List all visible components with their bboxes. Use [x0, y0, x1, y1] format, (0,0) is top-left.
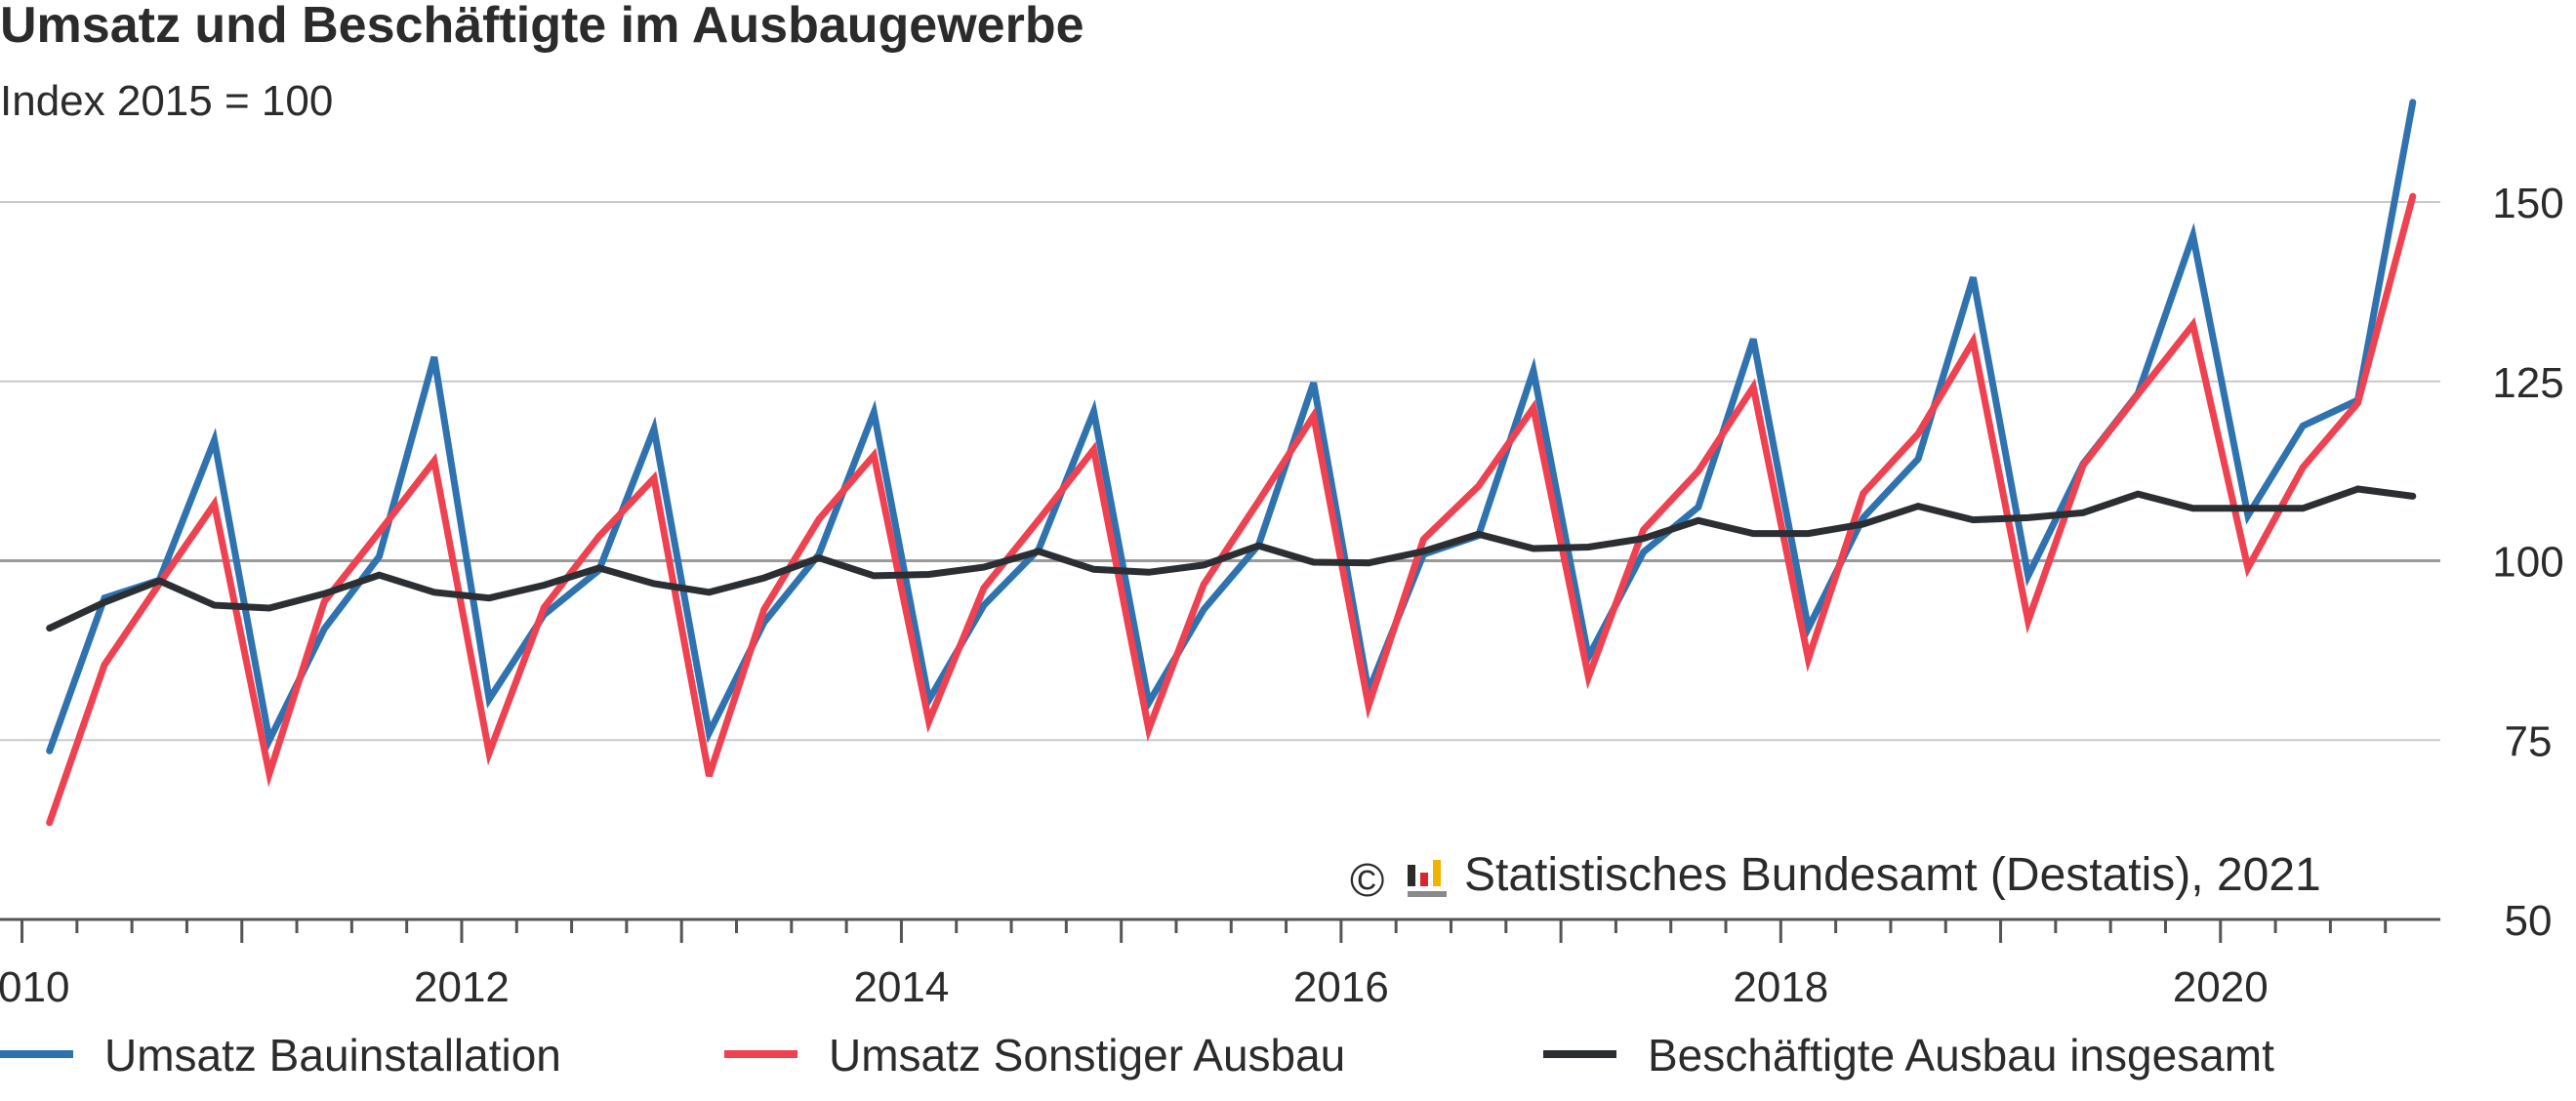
y-tick-label: 75 — [2505, 717, 2553, 765]
y-tick-label: 125 — [2492, 359, 2563, 407]
copyright-symbol: © — [1350, 855, 1384, 907]
chart-subtitle: Index 2015 = 100 — [0, 77, 333, 125]
chart-title: Umsatz und Beschäftigte im Ausbaugewerbe — [0, 0, 1084, 54]
x-tick-label: 2014 — [853, 963, 949, 1011]
legend-label: Beschäftigte Ausbau insgesamt — [1648, 1030, 2274, 1081]
y-tick-label: 150 — [2492, 180, 2563, 227]
y-tick-label: 50 — [2505, 897, 2553, 945]
x-tick-label: 2010 — [0, 963, 69, 1011]
data-series — [46, 99, 2417, 827]
gridlines — [0, 201, 2440, 742]
source-attribution: © Statistisches Bundesamt (Destatis), 20… — [1350, 849, 2321, 907]
legend-label: Umsatz Bauinstallation — [104, 1030, 561, 1081]
x-tick-label: 2020 — [2173, 963, 2269, 1011]
source-text: Statistisches Bundesamt (Destatis), 2021 — [1464, 849, 2321, 901]
legend: Umsatz Bauinstallation Umsatz Sonstiger A… — [0, 1030, 2274, 1081]
x-axis: 2010 2012 2014 2016 2018 2020 — [0, 918, 2440, 1011]
destatis-logo-icon — [1408, 860, 1447, 897]
series-line-2 — [46, 192, 2417, 827]
series-line-1 — [46, 99, 2417, 754]
x-tick-label: 2016 — [1293, 963, 1389, 1011]
x-tick-label: 2012 — [414, 963, 510, 1011]
y-axis-ticks: 50 75 100 125 150 — [2492, 180, 2563, 945]
y-tick-label: 100 — [2492, 539, 2563, 587]
x-tick-label: 2018 — [1733, 963, 1828, 1011]
series-line-3 — [46, 485, 2417, 632]
legend-label: Umsatz Sonstiger Ausbau — [829, 1030, 1345, 1081]
